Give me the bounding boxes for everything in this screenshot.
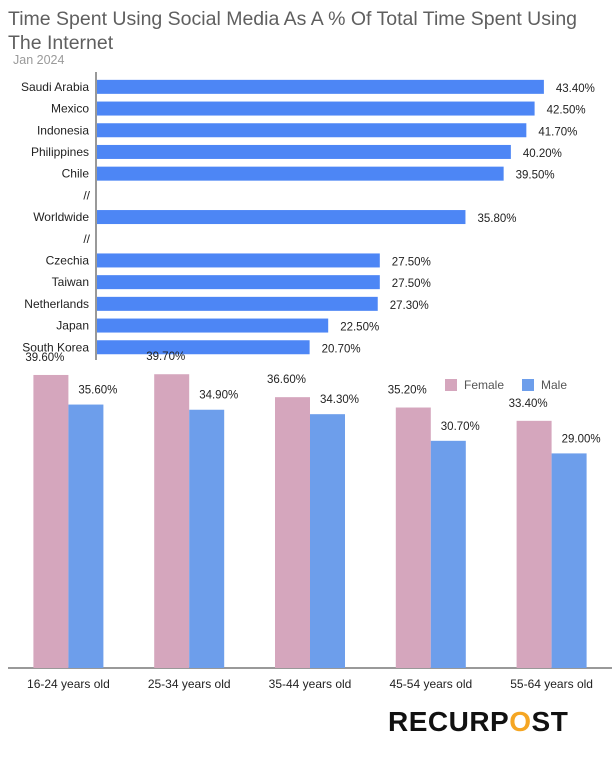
category-label: 35-44 years old xyxy=(269,677,352,691)
legend-label: Female xyxy=(464,378,504,392)
category-label: Chile xyxy=(62,167,90,181)
legend-swatch xyxy=(522,379,534,391)
legend-label: Male xyxy=(541,378,567,392)
data-label: 20.70% xyxy=(322,343,361,355)
bar xyxy=(97,210,466,225)
category-label: 55-64 years old xyxy=(510,677,593,691)
data-label: 41.70% xyxy=(538,126,577,138)
category-label: 45-54 years old xyxy=(389,677,472,691)
data-label: 35.60% xyxy=(78,385,117,397)
data-label: 34.30% xyxy=(320,394,359,406)
axis-break-label: // xyxy=(83,188,90,202)
bar xyxy=(68,404,104,668)
chart-title: Time Spent Using Social Media As A % Of … xyxy=(8,8,578,54)
data-label: 35.80% xyxy=(477,213,516,225)
bar xyxy=(97,101,535,116)
category-label: 25-34 years old xyxy=(148,677,231,691)
category-label: Indonesia xyxy=(37,123,89,137)
bar xyxy=(97,318,329,333)
category-label: Philippines xyxy=(31,145,89,159)
bar xyxy=(395,407,431,668)
bar xyxy=(97,79,544,94)
bar xyxy=(97,340,310,355)
bar xyxy=(154,374,190,668)
data-label: 22.50% xyxy=(340,322,379,334)
data-label: 36.60% xyxy=(267,374,306,386)
data-label: 43.40% xyxy=(556,83,595,95)
data-label: 27.50% xyxy=(392,278,431,290)
data-label: 30.70% xyxy=(441,421,480,433)
data-label: 42.50% xyxy=(547,105,586,117)
data-label: 29.00% xyxy=(562,433,601,445)
bar xyxy=(551,453,587,668)
bar xyxy=(97,144,511,159)
bar xyxy=(97,253,380,268)
data-label: 39.70% xyxy=(146,351,185,363)
recurpost-logo: RECURPOST xyxy=(388,706,569,737)
bar xyxy=(97,166,504,181)
legend-swatch xyxy=(445,379,457,391)
bar xyxy=(430,440,466,668)
data-label: 39.50% xyxy=(516,170,555,182)
bar xyxy=(310,414,345,668)
category-label: Saudi Arabia xyxy=(21,80,89,94)
bar xyxy=(189,409,225,668)
category-label: Taiwan xyxy=(52,275,89,289)
category-label: Czechia xyxy=(46,253,90,267)
bar xyxy=(33,374,69,668)
bar xyxy=(97,296,378,311)
bar xyxy=(516,420,552,668)
category-label: South Korea xyxy=(22,340,89,354)
bar xyxy=(97,275,380,290)
data-label: 34.90% xyxy=(199,390,238,402)
data-label: 33.40% xyxy=(509,398,548,410)
category-label: Worldwide xyxy=(33,210,89,224)
category-label: 16-24 years old xyxy=(27,677,110,691)
data-label: 39.60% xyxy=(25,352,64,364)
category-label: Netherlands xyxy=(24,297,89,311)
bar xyxy=(275,397,310,668)
category-label: Japan xyxy=(56,319,89,333)
data-label: 27.50% xyxy=(392,256,431,268)
bar xyxy=(97,123,527,138)
data-label: 27.30% xyxy=(390,300,429,312)
chart-subtitle: Jan 2024 xyxy=(13,53,65,67)
axis-break-label: // xyxy=(83,232,90,246)
data-label: 40.20% xyxy=(523,148,562,160)
category-label: Mexico xyxy=(51,102,89,116)
data-label: 35.20% xyxy=(388,385,427,397)
